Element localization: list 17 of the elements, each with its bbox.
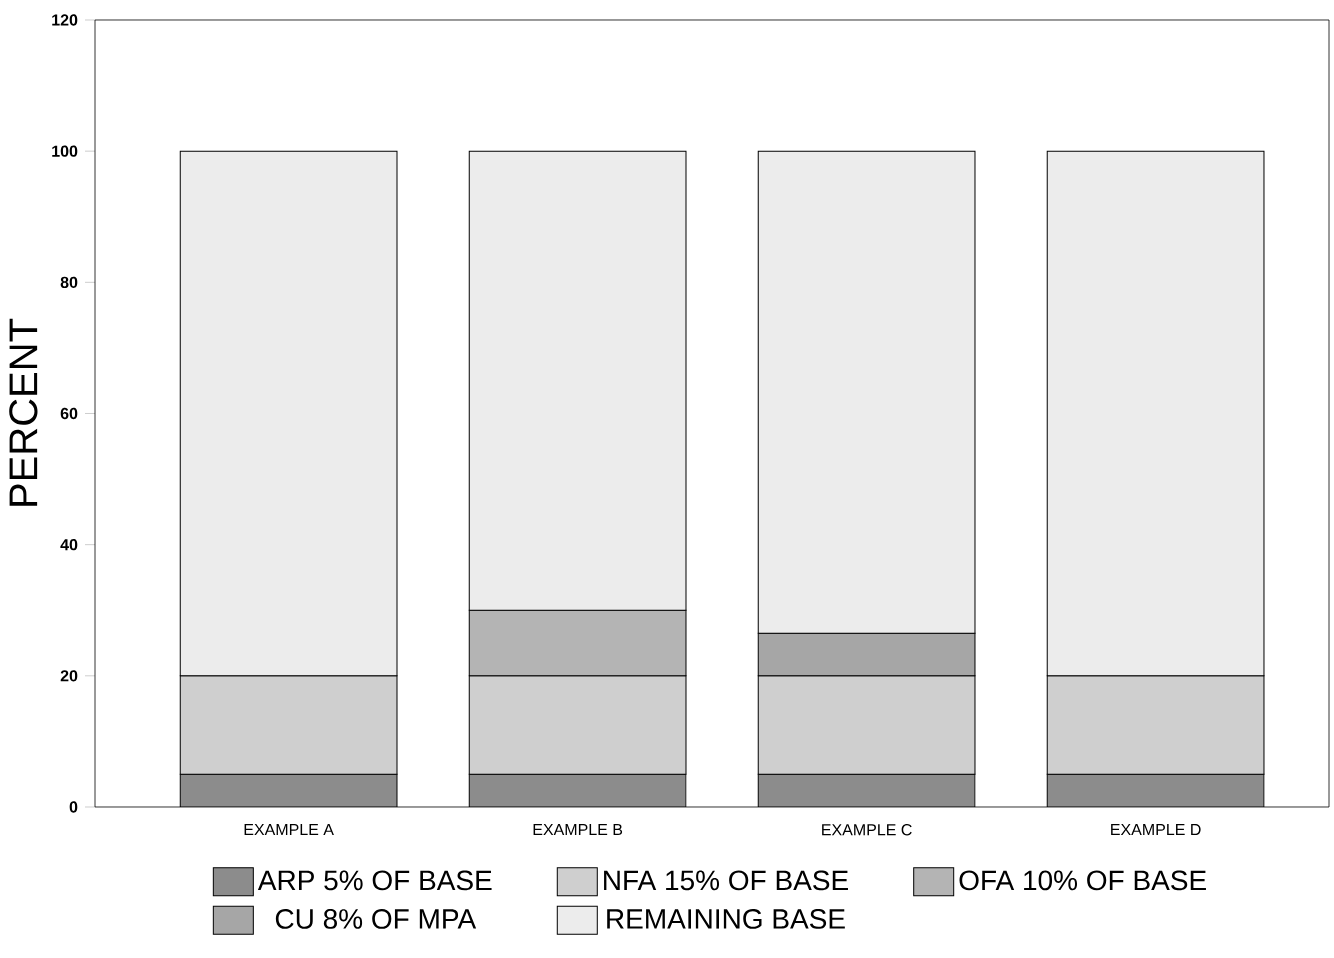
x-tick-label: EXAMPLE B (533, 824, 623, 836)
y-tick-label: 20 (60, 670, 78, 682)
legend-label: OFA 10% OF BASE (959, 870, 1206, 891)
legend-label: NFA 15% OF BASE (604, 870, 848, 891)
x-tick-label: EXAMPLE D (1111, 824, 1201, 836)
legend-label: CU 8% OF MPA (275, 909, 477, 929)
y-tick-label: 100 (52, 145, 78, 157)
x-tick-label: EXAMPLE C (822, 824, 912, 836)
legend-label: REMAINING BASE (607, 909, 845, 929)
y-tick-label: 0 (69, 801, 78, 813)
y-tick-label: 120 (52, 14, 78, 26)
legend-label: ARP 5% OF BASE (257, 870, 492, 891)
x-tick-label: EXAMPLE A (244, 824, 334, 836)
y-tick-label: 80 (60, 276, 78, 288)
y-axis-title: PERCENT (9, 318, 38, 506)
y-tick-label: 60 (60, 407, 78, 420)
y-tick-label: 40 (60, 539, 78, 551)
